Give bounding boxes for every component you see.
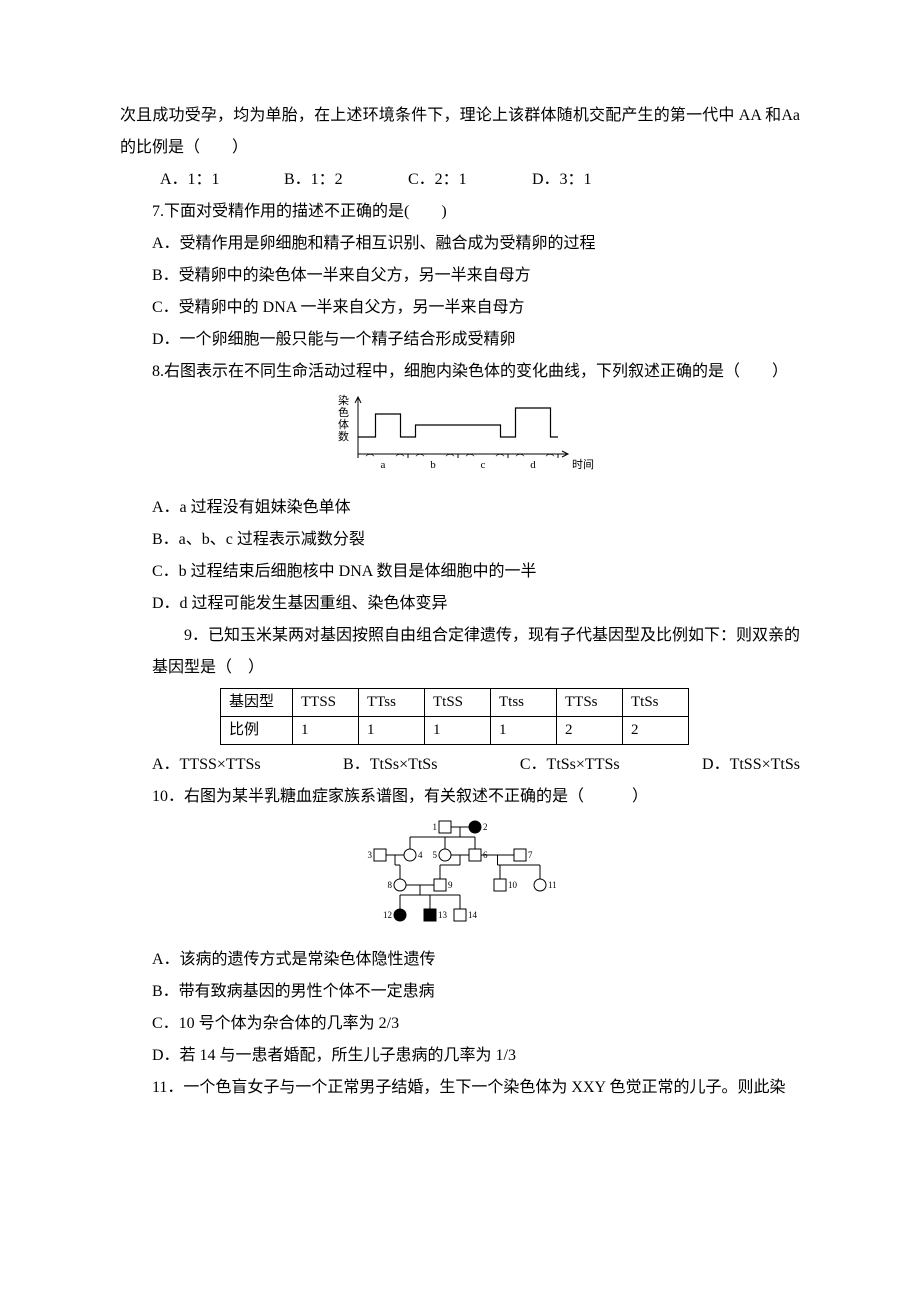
svg-text:染: 染: [338, 394, 349, 407]
svg-text:⌒: ⌒: [496, 454, 505, 464]
chromosome-chart-svg: 染色体数 a ⌒ ⌒ b ⌒ ⌒ c ⌒ ⌒ d ⌒ ⌒ 时间: [320, 394, 600, 474]
svg-text:10: 10: [508, 880, 518, 890]
svg-text:4: 4: [418, 850, 423, 860]
q6-context: 次且成功受孕，均为单胎，在上述环境条件下，理论上该群体随机交配产生的第一代中 A…: [120, 100, 800, 164]
q9-stem: 9．已知玉米某两对基因按照自由组合定律遗传，现有子代基因型及比例如下：则双亲的基…: [152, 627, 800, 676]
q7-opt-b: B．受精卵中的染色体一半来自父方，另一半来自母方: [120, 260, 800, 292]
q11-stem: 11．一个色盲女子与一个正常男子结婚，生下一个染色体为 XXY 色觉正常的儿子。…: [120, 1072, 800, 1104]
table-cell: TTSS: [293, 689, 359, 717]
svg-text:1: 1: [433, 822, 438, 832]
svg-text:9: 9: [448, 880, 453, 890]
table-cell: 1: [359, 717, 425, 745]
q8-opt-c: C．b 过程结束后细胞核中 DNA 数目是体细胞中的一半: [120, 556, 800, 588]
svg-text:2: 2: [483, 822, 488, 832]
table-cell: 1: [425, 717, 491, 745]
svg-text:数: 数: [338, 430, 349, 443]
q6-options: A．1：1 B．1：2 C．2：1 D．3：1: [120, 164, 800, 196]
table-ratio-label: 比例: [221, 717, 293, 745]
table-cell: TTss: [359, 689, 425, 717]
table-cell: 1: [491, 717, 557, 745]
svg-text:3: 3: [368, 850, 373, 860]
q8-opt-b: B．a、b、c 过程表示减数分裂: [120, 524, 800, 556]
q6-opt-a: A．1：1: [160, 164, 280, 196]
q8-stem: 8.右图表示在不同生命活动过程中，细胞内染色体的变化曲线，下列叙述正确的是（ ）: [120, 356, 800, 388]
q8-opt-a: A．a 过程没有姐妹染色单体: [120, 492, 800, 524]
q10-opt-b: B．带有致病基因的男性个体不一定患病: [120, 976, 800, 1008]
svg-text:体: 体: [338, 417, 349, 431]
q10-pedigree: 1234567891011121314: [120, 815, 800, 942]
q10-opt-d: D．若 14 与一患者婚配，所生儿子患病的几率为 1/3: [120, 1040, 800, 1072]
q7-stem: 7.下面对受精作用的描述不正确的是( ): [120, 196, 800, 228]
table-cell: 1: [293, 717, 359, 745]
svg-text:13: 13: [438, 910, 448, 920]
q9-table: 基因型 TTSS TTss TtSS Ttss TTSs TtSs 比例 1 1…: [220, 688, 689, 745]
table-cell: 2: [623, 717, 689, 745]
svg-text:b: b: [430, 459, 436, 471]
q7-opt-c: C．受精卵中的 DNA 一半来自父方，另一半来自母方: [120, 292, 800, 324]
q10-opt-c: C．10 号个体为杂合体的几率为 2/3: [120, 1008, 800, 1040]
q10-stem: 10．右图为某半乳糖血症家族系谱图，有关叙述不正确的是（ ）: [120, 781, 800, 813]
svg-text:14: 14: [468, 910, 478, 920]
svg-text:⌒: ⌒: [466, 454, 475, 464]
svg-text:d: d: [530, 459, 536, 471]
table-header-label: 基因型: [221, 689, 293, 717]
svg-text:7: 7: [528, 850, 533, 860]
pedigree-chart-svg: 1234567891011121314: [345, 815, 575, 930]
svg-text:色: 色: [338, 405, 349, 419]
svg-text:5: 5: [433, 850, 438, 860]
q7-opt-d: D．一个卵细胞一般只能与一个精子结合形成受精卵: [120, 324, 800, 356]
svg-text:8: 8: [388, 880, 393, 890]
table-cell: TTSs: [557, 689, 623, 717]
q7-opt-a: A．受精作用是卵细胞和精子相互识别、融合成为受精卵的过程: [120, 228, 800, 260]
svg-text:⌒: ⌒: [446, 454, 455, 464]
q9-opt-a: A．TTSS×TTSs: [152, 749, 261, 781]
svg-text:12: 12: [383, 910, 392, 920]
q6-opt-b: B．1：2: [284, 164, 404, 196]
svg-text:c: c: [481, 459, 486, 471]
svg-text:⌒: ⌒: [546, 454, 555, 464]
q9-opt-b: B．TtSs×TtSs: [343, 749, 437, 781]
table-row: 基因型 TTSS TTss TtSS Ttss TTSs TtSs: [221, 689, 689, 717]
q8-opt-d: D．d 过程可能发生基因重组、染色体变异: [120, 588, 800, 620]
q9-opt-c: C．TtSs×TTSs: [520, 749, 620, 781]
svg-text:⌒: ⌒: [416, 454, 425, 464]
q8-chart: 染色体数 a ⌒ ⌒ b ⌒ ⌒ c ⌒ ⌒ d ⌒ ⌒ 时间: [120, 394, 800, 486]
svg-text:⌒: ⌒: [516, 454, 525, 464]
q10-opt-a: A．该病的遗传方式是常染色体隐性遗传: [120, 944, 800, 976]
table-cell: TtSS: [425, 689, 491, 717]
q6-opt-d: D．3：1: [532, 164, 652, 196]
q9-options: A．TTSS×TTSs B．TtSs×TtSs C．TtSs×TTSs D．Tt…: [120, 749, 800, 781]
table-cell: TtSs: [623, 689, 689, 717]
svg-text:11: 11: [548, 880, 557, 890]
table-cell: 2: [557, 717, 623, 745]
q9-opt-d: D．TtSS×TtSs: [702, 749, 800, 781]
q6-opt-c: C．2：1: [408, 164, 528, 196]
table-row: 比例 1 1 1 1 2 2: [221, 717, 689, 745]
svg-text:a: a: [381, 459, 386, 471]
svg-text:⌒: ⌒: [396, 454, 405, 464]
svg-text:⌒: ⌒: [366, 454, 375, 464]
svg-text:时间: 时间: [572, 458, 594, 471]
table-cell: Ttss: [491, 689, 557, 717]
